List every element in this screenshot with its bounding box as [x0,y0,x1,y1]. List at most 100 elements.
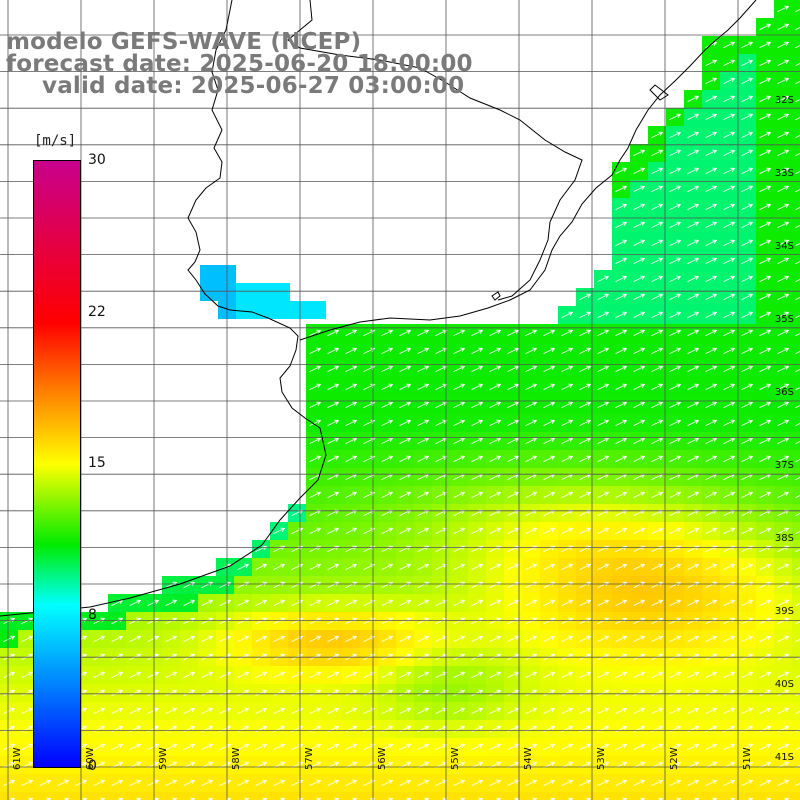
wind-arrow [723,581,736,589]
wind-arrow [777,185,790,193]
wind-arrow [507,689,520,697]
lat-label: 38S [774,533,794,544]
wind-arrow [795,368,800,373]
wind-arrow [633,149,646,157]
wind-arrow [615,347,628,355]
wind-arrow [597,437,610,445]
wind-arrow [453,329,466,337]
wind-arrow [705,329,718,337]
wind-arrow [543,527,556,535]
wind-arrow [327,401,340,409]
wind-arrow [723,383,736,391]
wind-arrow [777,383,790,391]
wind-arrow [525,419,538,427]
wind-arrow [201,689,214,697]
wind-arrow [543,563,556,571]
wind-cell [792,288,800,306]
wind-arrow [579,293,592,301]
wind-arrow [165,635,178,643]
wind-arrow [201,599,214,607]
wind-arrow [705,311,718,319]
wind-arrow [597,311,610,319]
wind-arrow [795,422,800,427]
wind-arrow [633,635,646,643]
wind-arrow [597,401,610,409]
wind-arrow [280,797,286,800]
wind-arrow [723,563,736,571]
wind-arrow [417,365,430,373]
wind-cell [0,792,18,800]
wind-arrow [615,599,628,607]
wind-arrow [741,149,754,157]
wind-arrow [615,275,628,283]
wind-arrow [345,743,358,751]
wind-arrow [777,131,790,139]
wind-arrow [669,743,682,751]
wind-arrow [741,527,754,535]
wind-arrow [777,491,790,499]
wind-arrow [615,401,628,409]
wind-arrow [399,599,412,607]
wind-arrow [543,707,556,715]
wind-arrow [658,797,664,800]
wind-arrow [201,635,214,643]
wind-arrow [453,743,466,751]
wind-arrow [741,365,754,373]
wind-arrow [579,419,592,427]
wind-arrow [460,797,466,800]
wind-arrow [309,581,322,589]
wind-arrow [309,779,322,787]
wind-arrow [741,347,754,355]
wind-cell [792,666,800,684]
wind-arrow [64,797,70,800]
wind-arrow [651,455,664,463]
wind-arrow [741,491,754,499]
wind-arrow [669,527,682,535]
wind-arrow [579,491,592,499]
wind-arrow [543,455,556,463]
lat-label: 37S [774,460,794,471]
wind-arrow [165,689,178,697]
wind-arrow [723,113,736,121]
wind-arrow [633,275,646,283]
wind-cell [414,792,432,800]
wind-arrow [561,491,574,499]
wind-arrow [399,401,412,409]
wind-arrow [183,707,196,715]
wind-arrow [795,404,800,409]
wind-arrow [309,689,322,697]
wind-arrow [795,44,800,49]
wind-arrow [741,419,754,427]
wind-arrow [345,365,358,373]
wind-arrow [777,23,790,31]
wind-arrow [399,329,412,337]
wind-arrow [579,689,592,697]
wind-arrow [687,437,700,445]
wind-arrow [381,437,394,445]
wind-cell [792,684,800,702]
wind-arrow [147,707,160,715]
wind-arrow [759,527,772,535]
wind-arrow [723,419,736,427]
wind-arrow [597,293,610,301]
wind-arrow [309,419,322,427]
lat-label: 41S [774,752,794,763]
wind-arrow [3,635,16,643]
wind-arrow [46,797,52,800]
wind-arrow [507,455,520,463]
wind-arrow [795,80,800,85]
wind-arrow [705,707,718,715]
wind-arrow [237,563,250,571]
wind-arrow [543,437,556,445]
wind-cell [792,756,800,774]
wind-arrow [615,383,628,391]
wind-arrow [622,797,628,800]
wind-arrow [669,167,682,175]
wind-arrow [165,581,178,589]
wind-arrow [489,437,502,445]
wind-arrow [687,635,700,643]
wind-arrow [759,401,772,409]
wind-arrow [777,311,790,319]
wind-arrow [255,779,268,787]
wind-arrow [525,743,538,751]
